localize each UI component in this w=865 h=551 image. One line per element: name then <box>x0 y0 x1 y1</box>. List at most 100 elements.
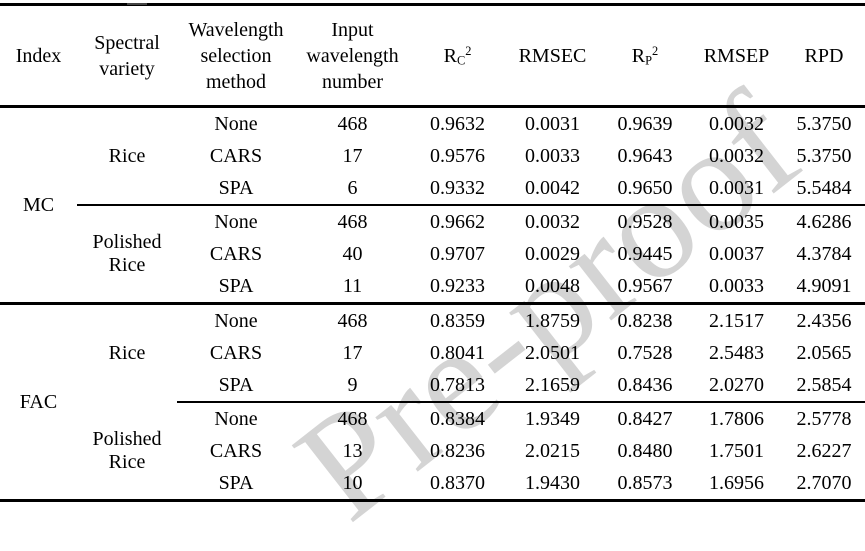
cell-rp2: 0.8238 <box>600 302 690 337</box>
cell-rmsec: 2.1659 <box>525 373 580 396</box>
table-row: SPA 9 0.7813 2.1659 0.8436 2.0270 2.5854 <box>0 369 865 402</box>
cell-rpd: 4.6286 <box>783 204 865 238</box>
index-label-fac: FAC <box>0 302 77 501</box>
cell-input-n: 17 <box>342 341 363 364</box>
cropped-caption-artifact <box>127 3 147 5</box>
cell-method: None <box>177 302 295 337</box>
cell-rpd: 2.7070 <box>796 471 852 494</box>
cell-method: None <box>177 204 295 238</box>
cell-method: SPA <box>218 373 254 396</box>
cell-rp2: 0.7528 <box>617 341 673 364</box>
cell-rc2: 0.7813 <box>430 373 485 396</box>
cell-input-n: 468 <box>295 204 410 238</box>
cell-rmsec: 0.0042 <box>525 176 580 199</box>
cell-rp2: 0.9643 <box>617 144 673 167</box>
cell-rc2: 0.9707 <box>430 242 485 265</box>
cell-rmsep: 1.6956 <box>709 471 764 494</box>
cell-rc2: 0.8236 <box>430 439 485 462</box>
header-row: Index Spectral variety Wavelength select… <box>0 4 865 108</box>
cell-rmsec: 0.0029 <box>525 242 580 265</box>
cell-input-n: 9 <box>347 373 358 396</box>
cell-rmsep: 0.0032 <box>709 144 764 167</box>
cell-rpd: 5.5484 <box>796 176 852 199</box>
table-row: Polished Rice None 468 0.9662 0.0032 0.9… <box>0 204 865 304</box>
table-row: SPA 11 0.9233 0.0048 0.9567 0.0033 4.909… <box>0 270 865 304</box>
cell-rmsep: 2.0270 <box>709 373 764 396</box>
rc-superscript: 2 <box>465 43 472 58</box>
cell-input-n: 13 <box>342 439 363 462</box>
cell-rmsec: 2.0501 <box>525 341 580 364</box>
cell-rp2: 0.8436 <box>617 373 673 396</box>
cell-rpd: 4.9091 <box>796 274 852 297</box>
cell-rpd: 2.0565 <box>796 341 852 364</box>
rp-subscript: P <box>645 52 653 67</box>
col-header-rmsec: RMSEC <box>505 4 600 108</box>
cell-input-n: 11 <box>342 274 363 297</box>
cell-rp2: 0.9639 <box>617 112 673 135</box>
cell-rp2: 0.9567 <box>617 274 673 297</box>
variety-label-mc-rice: Rice <box>108 144 146 167</box>
cell-rmsec: 0.0031 <box>525 112 580 135</box>
cell-rmsec: 1.8759 <box>505 302 600 337</box>
col-header-spectral-variety: Spectral variety <box>77 4 177 108</box>
col-header-index: Index <box>0 4 77 108</box>
cell-rmsec: 2.0215 <box>525 439 580 462</box>
table-row: MC Rice None 468 0.9632 0.0031 0.9639 0.… <box>0 107 865 216</box>
table-row: Polished Rice None 468 0.8384 1.9349 0.8… <box>0 401 865 473</box>
cell-rc2: 0.9662 <box>410 204 505 238</box>
cell-rc2: 0.8041 <box>430 341 485 364</box>
cell-rmsec: 0.0032 <box>505 204 600 238</box>
table-row: CARS 17 0.8041 2.0501 0.7528 2.5483 2.05… <box>0 337 865 369</box>
variety-label-mc-polished-rice: Polished Rice <box>77 204 177 304</box>
cell-rmsec: 1.9349 <box>505 401 600 435</box>
cell-rc2: 0.9632 <box>430 112 485 135</box>
cell-input-n: 40 <box>342 242 363 265</box>
cell-rp2: 0.8573 <box>617 471 673 494</box>
variety-label-fac-polished-rice: Polished Rice <box>92 427 162 473</box>
cell-rmsec: 0.0048 <box>525 274 580 297</box>
col-header-rpd: RPD <box>783 4 865 108</box>
cell-rc2: 0.9332 <box>430 176 485 199</box>
table-row: CARS 13 0.8236 2.0215 0.8480 1.7501 2.62… <box>0 435 865 467</box>
variety-label-fac-rice: Rice <box>77 302 177 402</box>
rc-subscript: C <box>456 52 466 67</box>
cell-rmsep: 0.0035 <box>690 204 783 238</box>
cell-rmsep: 0.0031 <box>709 176 764 199</box>
cell-input-n: 6 <box>347 176 358 199</box>
cell-rc2: 0.8359 <box>410 302 505 337</box>
col-header-input-wavelength-number: Input wavelength number <box>295 4 410 108</box>
rp-superscript: 2 <box>652 43 659 58</box>
cell-rmsep: 1.7501 <box>709 439 764 462</box>
cell-rp2: 0.9445 <box>617 242 673 265</box>
cell-method: SPA <box>218 274 254 297</box>
cell-input-n: 17 <box>342 144 363 167</box>
cell-rc2: 0.9233 <box>430 274 485 297</box>
cell-rp2: 0.9650 <box>617 176 673 199</box>
cell-input-n: 468 <box>337 112 368 135</box>
cell-rmsep: 0.0037 <box>709 242 764 265</box>
cell-rc2: 0.9576 <box>430 144 485 167</box>
cell-rpd: 2.6227 <box>796 439 852 462</box>
table-row: CARS 17 0.9576 0.0033 0.9643 0.0032 5.37… <box>0 140 865 172</box>
cell-rp2: 0.9528 <box>600 204 690 238</box>
cell-rpd: 2.5778 <box>783 401 865 435</box>
col-header-rmsep: RMSEP <box>690 4 783 108</box>
cell-method: CARS <box>209 144 263 167</box>
table-row: SPA 10 0.8370 1.9430 0.8573 1.6956 2.707… <box>0 467 865 501</box>
cell-rmsep: 0.0033 <box>709 274 764 297</box>
cell-method: SPA <box>218 176 254 199</box>
table-row: CARS 40 0.9707 0.0029 0.9445 0.0037 4.37… <box>0 238 865 270</box>
cell-method: None <box>177 401 295 435</box>
cell-rmsec: 0.0033 <box>525 144 580 167</box>
table-row: FAC Rice None 468 0.8359 1.8759 0.8238 2… <box>0 302 865 501</box>
cell-rmsep: 2.5483 <box>709 341 764 364</box>
col-header-rp2: RP2 <box>600 4 690 108</box>
cell-rmsep: 1.7806 <box>690 401 783 435</box>
cell-rc2: 0.8384 <box>410 401 505 435</box>
cell-method: None <box>214 112 258 135</box>
cell-method: CARS <box>209 341 263 364</box>
table-row: SPA 6 0.9332 0.0042 0.9650 0.0031 5.5484 <box>0 172 865 205</box>
cell-rpd: 2.4356 <box>783 302 865 337</box>
cell-method: SPA <box>218 471 254 494</box>
cell-input-n: 468 <box>295 401 410 435</box>
